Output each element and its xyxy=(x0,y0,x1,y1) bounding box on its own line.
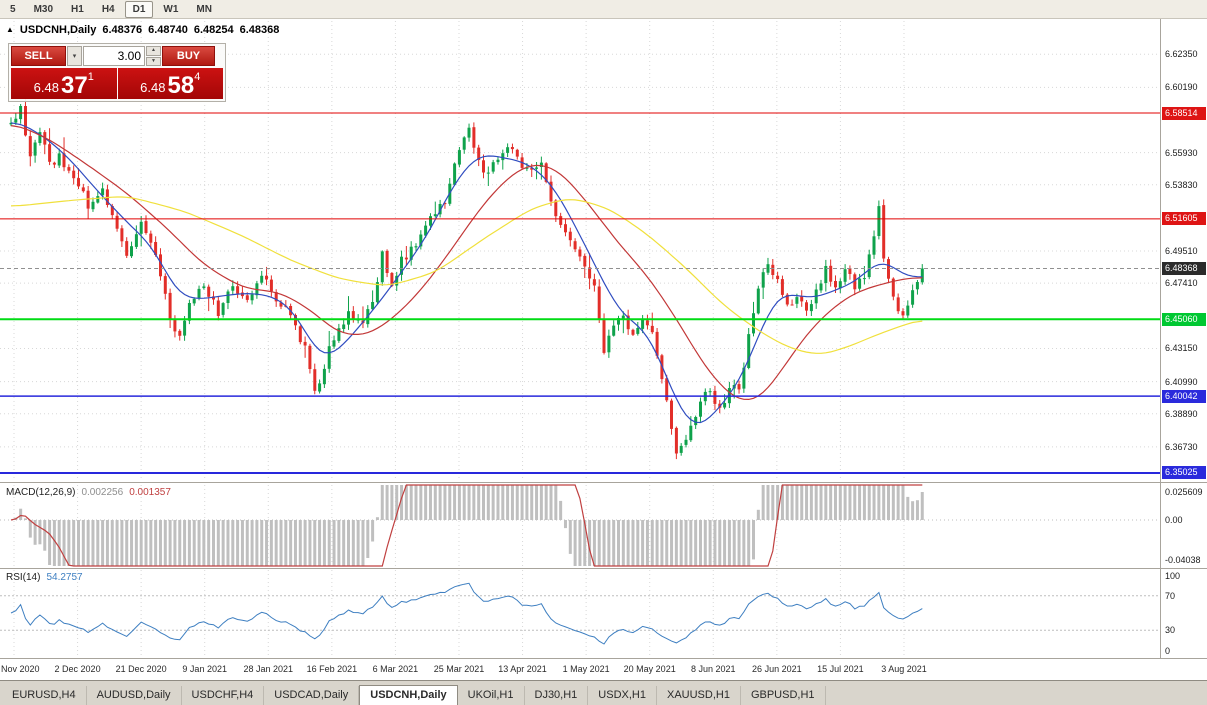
price-tick-label: 6.49510 xyxy=(1165,245,1198,256)
ohlc-high: 6.48740 xyxy=(148,24,188,36)
date-axis-label: 15 Jul 2021 xyxy=(817,664,864,674)
date-axis-label: 26 Jun 2021 xyxy=(752,664,802,674)
symbol-ohlc-line: ▲ USDCNH,Daily 6.48376 6.48740 6.48254 6… xyxy=(6,24,279,36)
ohlc-close: 6.48368 xyxy=(239,24,280,36)
macd-indicator-label: MACD(12,26,9) 0.002256 0.001357 xyxy=(6,487,171,498)
price-tick-label: 6.40990 xyxy=(1165,376,1198,387)
current-price-tag: 6.48368 xyxy=(1162,261,1206,275)
trade-panel-quotes: 6.48 37 1 6.48 58 4 xyxy=(11,68,223,99)
rsi-indicator-label: RSI(14) 54.2757 xyxy=(6,572,83,583)
buy-quote-prefix: 6.48 xyxy=(140,80,166,95)
macd-main-value: 0.002256 xyxy=(81,487,124,498)
sell-quote-button[interactable]: 6.48 37 1 xyxy=(11,68,117,99)
trade-panel-controls: SELL ▾ ▲ ▼ BUY xyxy=(11,46,223,66)
date-axis-label: 20 May 2021 xyxy=(623,664,676,674)
date-axis-label: 16 Feb 2021 xyxy=(306,664,358,674)
chevron-down-icon: ▾ xyxy=(72,53,77,60)
price-level-tag: 6.45060 xyxy=(1162,312,1206,326)
chart-tab-gbpusd-h1[interactable]: GBPUSD,H1 xyxy=(741,686,826,705)
chart-tab-usdcnh-daily[interactable]: USDCNH,Daily xyxy=(359,685,458,705)
chart-tab-usdx-h1[interactable]: USDX,H1 xyxy=(588,686,657,705)
macd-signal-line xyxy=(10,484,923,567)
chart-tab-xauusd-h1[interactable]: XAUUSD,H1 xyxy=(657,686,741,705)
macd-axis-label: 0.025609 xyxy=(1165,487,1203,497)
timeframe-toolbar: 5 M30 H1 H4 D1 W1 MN xyxy=(0,0,1207,19)
macd-axis-label: -0.04038 xyxy=(1165,555,1201,565)
date-axis-label: 28 Jan 2021 xyxy=(243,664,294,674)
rsi-name: RSI(14) xyxy=(6,572,41,583)
date-axis-label: 1 May 2021 xyxy=(562,664,610,674)
price-tick-label: 6.53830 xyxy=(1165,179,1198,190)
ma-line-trend-yellow xyxy=(10,196,923,354)
timeframe-button-h4[interactable]: H4 xyxy=(101,3,115,15)
chart-tab-usdcad-daily[interactable]: USDCAD,Daily xyxy=(264,686,360,705)
volume-preset-dropdown[interactable]: ▾ xyxy=(67,46,82,66)
macd-histogram xyxy=(14,485,924,566)
timeframe-button-mn[interactable]: MN xyxy=(196,3,212,15)
ohlc-low: 6.48254 xyxy=(193,24,234,36)
chart-window: ▲ USDCNH,Daily 6.48376 6.48740 6.48254 6… xyxy=(0,19,1207,680)
volume-increase-button[interactable]: ▲ xyxy=(146,46,161,56)
price-level-tag: 6.58514 xyxy=(1162,106,1206,120)
timeframe-button-h1[interactable]: H1 xyxy=(71,3,84,15)
timeframe-button-d1[interactable]: D1 xyxy=(124,0,154,18)
date-axis-label: 13 Apr 2021 xyxy=(498,664,547,674)
rsi-axis-label: 70 xyxy=(1165,590,1176,601)
buy-button[interactable]: BUY xyxy=(162,46,215,66)
date-axis-label: 21 Dec 2020 xyxy=(115,664,167,674)
date-axis-label: 6 Mar 2021 xyxy=(372,664,419,674)
price-tick-label: 6.38890 xyxy=(1165,408,1198,419)
sell-quote-point: 1 xyxy=(87,71,94,83)
volume-input[interactable] xyxy=(83,46,145,66)
date-axis-label: 25 Mar 2021 xyxy=(433,664,485,674)
macd-name: MACD(12,26,9) xyxy=(6,487,76,498)
chart-tab-audusd-daily[interactable]: AUDUSD,Daily xyxy=(87,686,182,705)
date-axis-label: 9 Jan 2021 xyxy=(182,664,227,674)
rsi-axis-label: 30 xyxy=(1165,625,1176,636)
sell-quote-prefix: 6.48 xyxy=(33,80,59,95)
price-level-tag: 6.35025 xyxy=(1162,466,1206,480)
chart-tab-ukoil-h1[interactable]: UKOil,H1 xyxy=(458,686,525,705)
one-click-trade-panel: SELL ▾ ▲ ▼ BUY 6.48 37 1 6.48 58 4 xyxy=(8,43,226,102)
rsi-axis-label: 0 xyxy=(1165,646,1171,656)
macd-signal-value: 0.001357 xyxy=(129,487,171,498)
date-axis-label: 2 Dec 2020 xyxy=(54,664,101,674)
ohlc-open: 6.48376 xyxy=(102,24,143,36)
buy-quote-button[interactable]: 6.48 58 4 xyxy=(117,68,223,99)
sell-button[interactable]: SELL xyxy=(11,46,66,66)
price-tick-label: 6.60190 xyxy=(1165,82,1198,93)
timeframe-button-w1[interactable]: W1 xyxy=(163,3,179,15)
rsi-line xyxy=(10,582,923,645)
macd-axis-label: 0.00 xyxy=(1165,515,1183,525)
timeframe-button-5[interactable]: 5 xyxy=(10,3,16,15)
chart-canvas[interactable] xyxy=(0,19,1207,680)
date-axis-label: 3 Aug 2021 xyxy=(881,664,927,674)
one-click-panel-toggle-icon[interactable]: ▲ xyxy=(6,25,14,34)
chart-tab-dj30-h1[interactable]: DJ30,H1 xyxy=(525,686,589,705)
chart-tab-usdchf-h4[interactable]: USDCHF,H4 xyxy=(182,686,265,705)
price-tick-label: 6.47410 xyxy=(1165,278,1198,289)
ma-line-slow-red xyxy=(10,125,923,401)
volume-spinner: ▲ ▼ xyxy=(146,46,161,66)
candlestick-series xyxy=(9,96,924,460)
price-tick-label: 6.55930 xyxy=(1165,147,1198,158)
buy-quote-pips: 58 xyxy=(167,72,195,99)
sell-quote-pips: 37 xyxy=(60,72,88,99)
ma-line-fast-blue xyxy=(10,122,923,424)
price-level-tag: 6.40042 xyxy=(1162,389,1206,403)
volume-decrease-button[interactable]: ▼ xyxy=(146,56,161,66)
chart-tab-eurusd-h4[interactable]: EURUSD,H4 xyxy=(2,686,87,705)
chart-tab-bar: EURUSD,H4 AUDUSD,Daily USDCHF,H4 USDCAD,Dai… xyxy=(0,680,1207,705)
symbol-title: USDCNH,Daily xyxy=(19,24,97,36)
rsi-axis-label: 100 xyxy=(1165,571,1181,581)
price-level-tag: 6.51605 xyxy=(1162,212,1206,226)
price-tick-label: 6.62350 xyxy=(1165,49,1198,60)
price-tick-label: 6.43150 xyxy=(1165,343,1198,354)
timeframe-button-m30[interactable]: M30 xyxy=(33,3,54,15)
rsi-value: 54.2757 xyxy=(46,572,83,583)
date-axis-label: 13 Nov 2020 xyxy=(0,664,40,674)
date-axis-label: 8 Jun 2021 xyxy=(690,664,736,674)
price-tick-label: 6.36730 xyxy=(1165,441,1198,452)
buy-quote-point: 4 xyxy=(194,71,201,83)
